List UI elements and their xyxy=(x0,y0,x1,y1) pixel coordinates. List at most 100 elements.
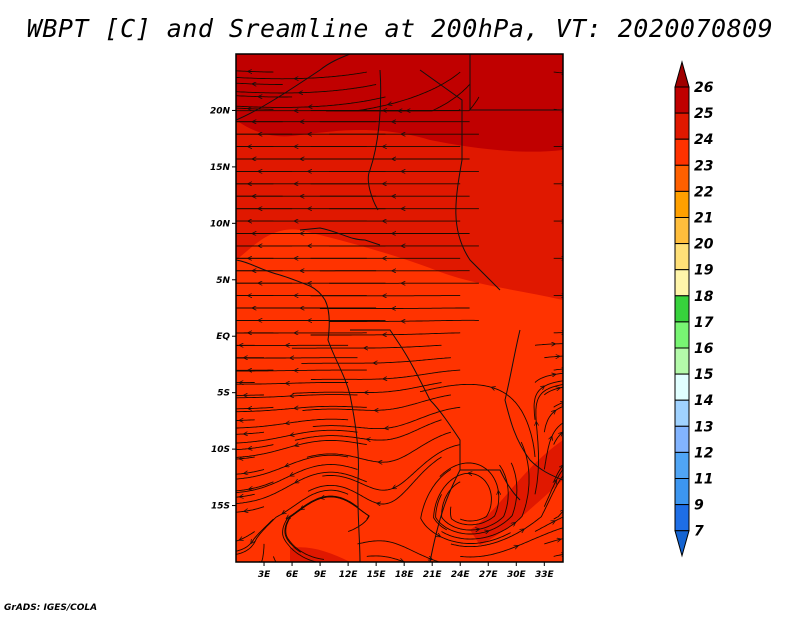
colorbar-label: 13 xyxy=(694,419,713,435)
streamline-arrow xyxy=(555,482,556,484)
colorbar-label: 7 xyxy=(694,524,704,540)
colorbar-box xyxy=(674,86,690,114)
x-tick-label: 15E xyxy=(367,570,387,580)
colorbar-box xyxy=(674,295,690,323)
streamline xyxy=(236,394,265,396)
x-tick-label: 21E xyxy=(423,570,443,580)
y-tick-label: EQ xyxy=(216,332,230,342)
colorbar-box xyxy=(674,504,690,532)
streamline-arrow xyxy=(512,524,513,525)
border-5 xyxy=(350,329,461,562)
x-tick-label: 24E xyxy=(451,570,471,580)
y-axis: 20N 15N 10N 5N EQ 5S 10S 15S xyxy=(210,106,236,512)
colorbar-box xyxy=(674,112,690,140)
streamline-arrow xyxy=(277,563,278,565)
streamline-arrow xyxy=(551,438,552,440)
border-4 xyxy=(469,54,563,111)
x-tick-label: 9E xyxy=(314,570,327,580)
border-8 xyxy=(299,227,381,246)
streamline-arrow xyxy=(553,412,554,413)
colorbar-box xyxy=(674,451,690,479)
y-tick-label: 10N xyxy=(210,219,231,229)
colorbar-box xyxy=(674,478,690,506)
y-tick-label: 5N xyxy=(216,276,230,286)
colorbar-box xyxy=(674,217,690,245)
streamline-arrow xyxy=(302,508,303,509)
streamline-arrow xyxy=(400,560,402,561)
colorbar-label: 24 xyxy=(694,132,713,148)
colorbar-label: 26 xyxy=(694,80,714,96)
colorbar-box xyxy=(674,373,690,401)
streamline-arrow xyxy=(292,474,294,475)
x-tick-label: 30E xyxy=(507,570,527,580)
colorbar-label: 14 xyxy=(694,393,713,409)
y-tick-label: 15S xyxy=(211,502,230,512)
x-tick-label: 27E xyxy=(479,570,499,580)
colorbar-label: 15 xyxy=(694,367,714,383)
streamline-arrow xyxy=(287,465,289,466)
streamline-arrow xyxy=(521,530,523,531)
x-tick-label: 12E xyxy=(339,570,359,580)
border-7 xyxy=(460,469,521,501)
border-3 xyxy=(419,69,501,291)
colorbar-box xyxy=(674,269,690,297)
colorbar-label: 23 xyxy=(694,158,713,174)
colorbar-box xyxy=(674,321,690,349)
border-1 xyxy=(236,54,351,121)
colorbar-box xyxy=(674,190,690,218)
streamline-arrow xyxy=(394,487,396,488)
streamline xyxy=(260,543,265,562)
colorbar-box xyxy=(674,399,690,427)
colorbar-label: 19 xyxy=(694,263,714,279)
coastline-west-africa xyxy=(236,259,361,562)
streamline xyxy=(272,556,277,562)
colorbar-label: 17 xyxy=(694,315,714,331)
colorbar-box xyxy=(674,347,690,375)
streamline-arrow xyxy=(561,467,562,469)
x-tick-label: 3E xyxy=(258,570,271,580)
streamline-arrow xyxy=(493,388,495,389)
colorbar: 26 25 24 23 22 21 20 19 18 17 16 15 14 13 12 11 9 7 xyxy=(674,60,714,558)
colorbar-label: 9 xyxy=(694,498,704,514)
y-tick-label: 10S xyxy=(211,445,230,455)
colorbar-label: 16 xyxy=(694,341,714,357)
chart-title: WBPT [C] and Sreamline at 200hPa, VT: 20… xyxy=(26,14,774,43)
colorbar-box xyxy=(674,164,690,192)
colorbar-box xyxy=(674,243,690,271)
streamline-arrow xyxy=(297,481,299,482)
colorbar-label: 11 xyxy=(694,472,713,488)
colorbar-label: 20 xyxy=(694,237,714,253)
x-tick-label: 6E xyxy=(286,570,299,580)
colorbar-under-triangle xyxy=(674,530,690,558)
colorbar-box xyxy=(674,425,690,453)
streamline-arrow xyxy=(437,535,439,536)
colorbar-over-triangle xyxy=(674,60,690,88)
streamline-arrow xyxy=(541,387,542,388)
map-area xyxy=(236,54,563,565)
x-tick-label: 18E xyxy=(395,570,415,580)
streamline-arrow xyxy=(284,512,285,513)
y-tick-label: 20N xyxy=(210,106,231,116)
streamline-arrow xyxy=(252,540,253,542)
streamline-arrow xyxy=(288,517,289,518)
colorbar-label: 22 xyxy=(694,184,713,200)
border-2 xyxy=(367,69,382,211)
streamline-arrow xyxy=(515,546,517,547)
x-tick-label: 33E xyxy=(535,570,555,580)
x-axis: 3E 6E 9E 12E 15E 18E 21E 24E 27E 30E 33E xyxy=(258,562,555,580)
colorbar-label: 18 xyxy=(694,289,714,305)
streamline-arrow xyxy=(241,539,243,540)
streamline-arrow xyxy=(560,434,561,435)
colorbar-label: 12 xyxy=(694,445,713,461)
grads-credit: GrADS: IGES/COLA xyxy=(4,603,98,613)
colorbar-label: 25 xyxy=(694,106,714,122)
coastlines xyxy=(236,54,563,562)
y-tick-label: 15N xyxy=(210,163,231,173)
colorbar-label: 21 xyxy=(694,211,713,227)
field-fill-high xyxy=(236,54,563,152)
map-frame xyxy=(235,53,564,563)
y-tick-label: 5S xyxy=(217,389,230,399)
streamline-arrow xyxy=(552,522,554,523)
colorbar-box xyxy=(674,138,690,166)
